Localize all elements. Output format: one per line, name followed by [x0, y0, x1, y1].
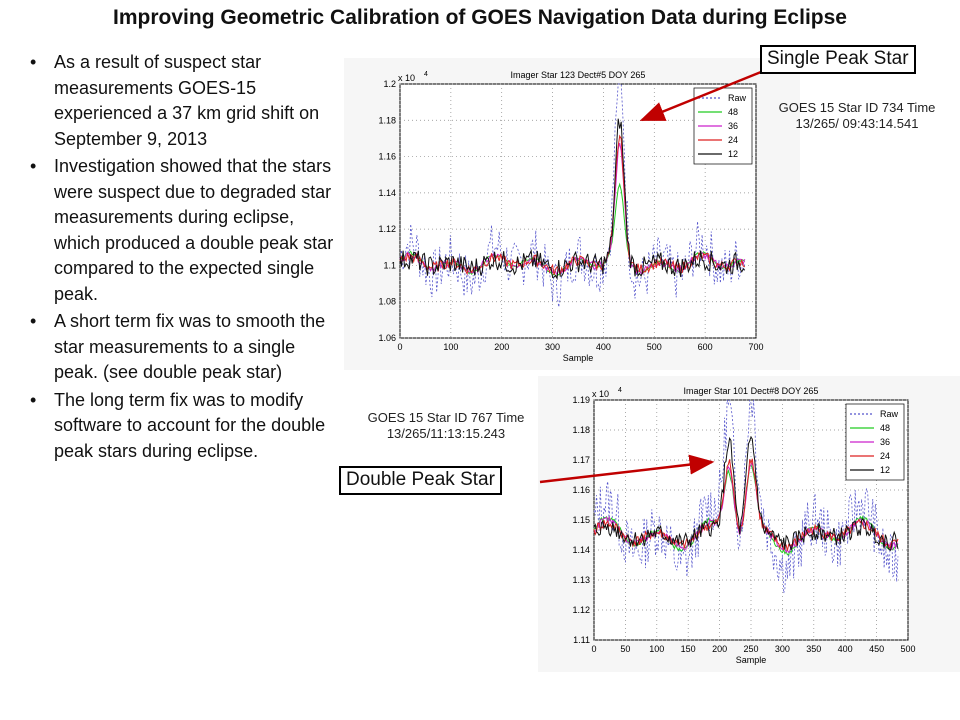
double-caption-line2: 13/265/11:13:15.243 — [386, 426, 506, 441]
x-tick-label: 200 — [494, 342, 509, 352]
y-tick-label: 1.17 — [572, 455, 590, 465]
x-tick-label: 100 — [649, 644, 664, 654]
y-tick-label: 1.14 — [378, 188, 396, 198]
y-exponent-label: x 10 — [592, 389, 609, 399]
y-exponent-power: 4 — [618, 387, 622, 394]
y-exponent-label: x 10 — [398, 73, 415, 83]
single-peak-arrow — [639, 68, 767, 122]
double-caption-line1: GOES 15 Star ID 767 Time — [367, 410, 525, 425]
y-tick-label: 1.12 — [572, 605, 590, 615]
slide-title: Improving Geometric Calibration of GOES … — [113, 6, 847, 29]
legend-label: 48 — [880, 423, 890, 433]
legend-label: 12 — [880, 465, 890, 475]
y-tick-label: 1.18 — [572, 425, 590, 435]
single-caption-line2: 13/265/ 09:43:14.541 — [795, 116, 919, 131]
y-exponent-power: 4 — [424, 71, 428, 78]
legend-label: 24 — [728, 135, 738, 145]
double-peak-callout: Double Peak Star — [339, 466, 502, 495]
y-tick-label: 1.12 — [378, 224, 396, 234]
bullet-item: As a result of suspect star measurements… — [28, 50, 343, 152]
double-peak-caption: GOES 15 Star ID 767 Time 13/265/11:13:15… — [348, 410, 544, 442]
y-tick-label: 1.14 — [572, 545, 590, 555]
bullet-list: As a result of suspect star measurements… — [28, 50, 343, 466]
series-line-12 — [593, 435, 899, 552]
double-peak-chart-panel: 0 50 100 150 200 250 300 350 400 450 500 1.11 1.12 1.… — [538, 376, 960, 672]
y-tick-label: 1.15 — [572, 515, 590, 525]
x-tick-label: 500 — [900, 644, 915, 654]
y-tick-label: 1.08 — [378, 297, 396, 307]
legend-label: Raw — [880, 409, 899, 419]
y-tick-label: 1.11 — [573, 635, 590, 645]
x-tick-label: 200 — [712, 644, 727, 654]
x-tick-label: 150 — [681, 644, 696, 654]
y-tick-label: 1.19 — [572, 395, 590, 405]
x-tick-label: 350 — [806, 644, 821, 654]
x-tick-label: 100 — [443, 342, 458, 352]
bullet-item: Investigation showed that the stars were… — [28, 154, 343, 307]
legend-label: 48 — [728, 107, 738, 117]
bullet-item: A short term fix was to smooth the star … — [28, 309, 343, 386]
x-tick-label: 500 — [647, 342, 662, 352]
legend-label: 36 — [728, 121, 738, 131]
series-line-12 — [399, 118, 746, 281]
y-tick-label: 1.1 — [383, 260, 396, 270]
x-tick-label: 600 — [698, 342, 713, 352]
x-tick-label: 400 — [838, 644, 853, 654]
x-tick-label: 400 — [596, 342, 611, 352]
x-tick-label: 300 — [545, 342, 560, 352]
double-peak-arrow — [539, 454, 715, 484]
double-peak-chart: 0 50 100 150 200 250 300 350 400 450 500 1.11 1.12 1.… — [572, 386, 915, 665]
legend-label: Raw — [728, 93, 747, 103]
single-caption-line1: GOES 15 Star ID 734 Time — [778, 100, 936, 115]
x-tick-label: 450 — [869, 644, 884, 654]
x-axis-label: Sample — [563, 353, 594, 363]
legend-label: 36 — [880, 437, 890, 447]
x-tick-label: 700 — [748, 342, 763, 352]
chart-title: Imager Star 101 Dect#8 DOY 265 — [684, 386, 819, 396]
x-tick-label: 50 — [620, 644, 630, 654]
single-peak-caption: GOES 15 Star ID 734 Time 13/265/ 09:43:1… — [758, 100, 956, 132]
y-tick-label: 1.06 — [378, 333, 396, 343]
y-tick-label: 1.2 — [383, 79, 396, 89]
bullet-item: The long term fix was to modify software… — [28, 388, 343, 465]
single-peak-callout: Single Peak Star — [760, 45, 916, 74]
x-tick-label: 0 — [591, 644, 596, 654]
y-tick-label: 1.16 — [378, 152, 396, 162]
y-tick-label: 1.13 — [572, 575, 590, 585]
legend-label: 24 — [880, 451, 890, 461]
y-tick-label: 1.16 — [572, 485, 590, 495]
x-axis-label: Sample — [736, 655, 767, 665]
x-tick-label: 0 — [397, 342, 402, 352]
y-tick-label: 1.18 — [378, 115, 396, 125]
x-tick-label: 300 — [775, 644, 790, 654]
legend-label: 12 — [728, 149, 738, 159]
chart-title: Imager Star 123 Dect#5 DOY 265 — [511, 70, 646, 80]
single-peak-chart: 0 100 200 300 400 500 600 700 1.06 1.08 1.1 1.12 1.1… — [378, 70, 763, 363]
x-tick-label: 250 — [743, 644, 758, 654]
single-peak-chart-panel: 0 100 200 300 400 500 600 700 1.06 1.08 1.1 1.12 1.1… — [344, 58, 800, 370]
